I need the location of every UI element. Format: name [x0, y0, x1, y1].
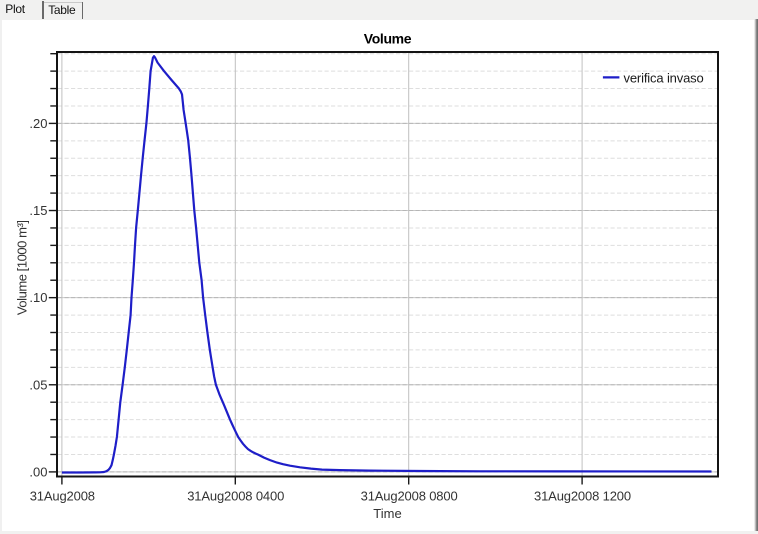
svg-text:31Aug2008: 31Aug2008 — [30, 488, 95, 503]
svg-text:.00: .00 — [29, 464, 47, 479]
svg-text:verifica invaso: verifica invaso — [624, 70, 704, 85]
svg-text:Volume [1000 m³]: Volume [1000 m³] — [14, 220, 29, 315]
svg-text:Time: Time — [373, 506, 401, 521]
svg-text:31Aug2008 1200: 31Aug2008 1200 — [534, 488, 631, 503]
svg-text:.05: .05 — [29, 377, 47, 392]
svg-text:.20: .20 — [29, 116, 47, 131]
svg-text:31Aug2008 0800: 31Aug2008 0800 — [361, 488, 458, 503]
svg-text:Volume: Volume — [364, 30, 412, 46]
svg-text:.10: .10 — [29, 290, 47, 305]
svg-text:31Aug2008 0400: 31Aug2008 0400 — [187, 488, 284, 503]
svg-text:.15: .15 — [29, 203, 47, 218]
